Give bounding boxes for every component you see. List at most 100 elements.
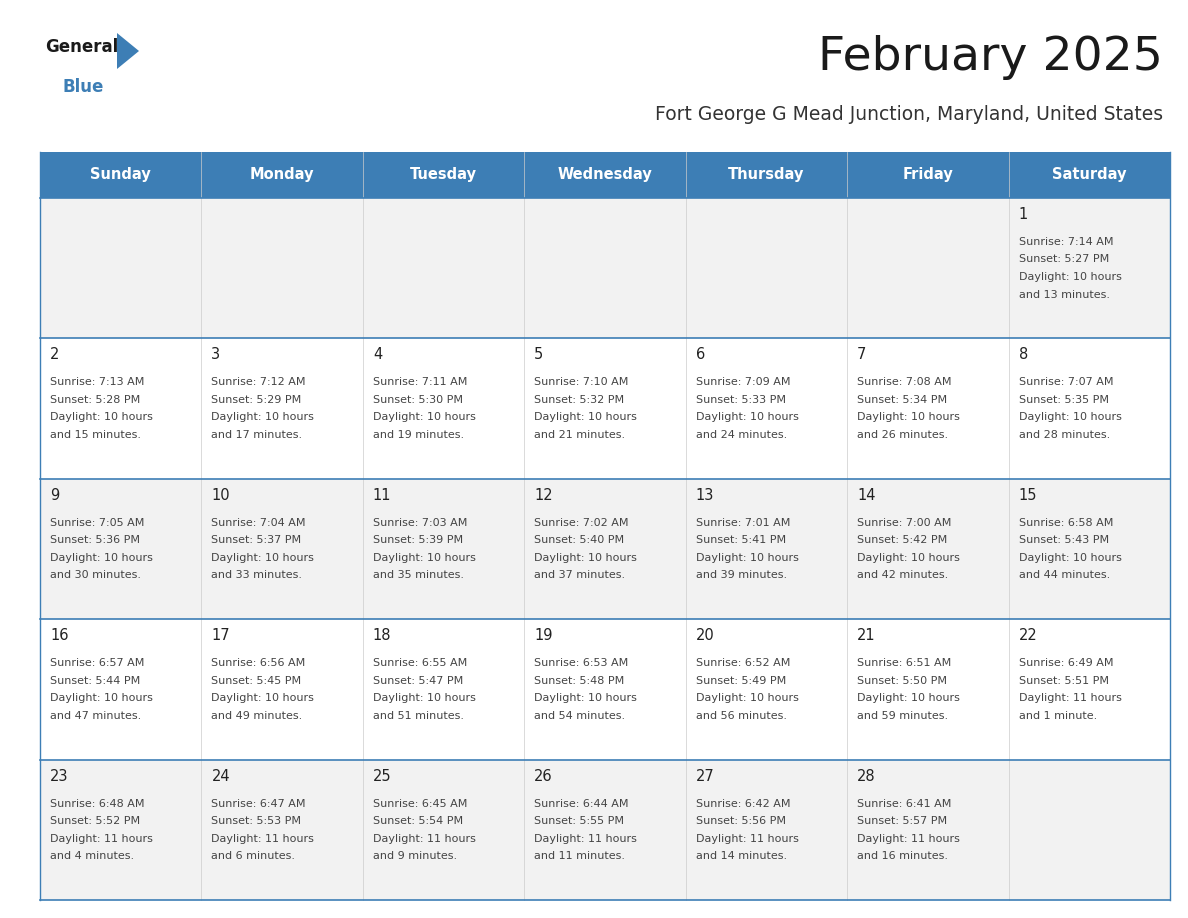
Text: Sunset: 5:42 PM: Sunset: 5:42 PM [858, 535, 947, 545]
Text: Daylight: 10 hours: Daylight: 10 hours [50, 553, 153, 563]
Text: Sunrise: 7:12 AM: Sunrise: 7:12 AM [211, 377, 307, 387]
Text: Daylight: 10 hours: Daylight: 10 hours [696, 412, 798, 422]
Bar [40, 339, 202, 479]
Text: Daylight: 10 hours: Daylight: 10 hours [535, 553, 637, 563]
Text: and 4 minutes.: and 4 minutes. [50, 851, 134, 861]
Text: Daylight: 10 hours: Daylight: 10 hours [535, 412, 637, 422]
Text: and 11 minutes.: and 11 minutes. [535, 851, 625, 861]
Text: Tuesday: Tuesday [410, 167, 478, 183]
Bar [202, 620, 362, 759]
Text: 4: 4 [373, 347, 383, 363]
Text: Sunset: 5:47 PM: Sunset: 5:47 PM [373, 676, 463, 686]
Text: Saturday: Saturday [1053, 167, 1126, 183]
Text: 20: 20 [696, 628, 714, 644]
Bar [1009, 198, 1170, 339]
Text: Daylight: 10 hours: Daylight: 10 hours [373, 412, 475, 422]
Text: 21: 21 [858, 628, 876, 644]
Text: Sunday: Sunday [90, 167, 151, 183]
Text: and 15 minutes.: and 15 minutes. [50, 430, 141, 440]
Bar [362, 339, 524, 479]
Text: 24: 24 [211, 768, 230, 784]
Text: Sunset: 5:55 PM: Sunset: 5:55 PM [535, 816, 624, 826]
Text: and 1 minute.: and 1 minute. [1018, 711, 1097, 721]
Text: 6: 6 [696, 347, 704, 363]
Text: Daylight: 10 hours: Daylight: 10 hours [858, 693, 960, 703]
Text: Daylight: 10 hours: Daylight: 10 hours [50, 412, 153, 422]
Text: Sunset: 5:27 PM: Sunset: 5:27 PM [1018, 254, 1108, 264]
Text: 5: 5 [535, 347, 544, 363]
Text: and 21 minutes.: and 21 minutes. [535, 430, 625, 440]
Text: Sunrise: 6:47 AM: Sunrise: 6:47 AM [211, 799, 307, 809]
Text: Daylight: 11 hours: Daylight: 11 hours [858, 834, 960, 844]
Bar [40, 759, 202, 900]
Text: Monday: Monday [249, 167, 315, 183]
Text: February 2025: February 2025 [819, 35, 1163, 80]
Text: Daylight: 10 hours: Daylight: 10 hours [373, 553, 475, 563]
Text: 3: 3 [211, 347, 221, 363]
Text: and 17 minutes.: and 17 minutes. [211, 430, 303, 440]
Bar [685, 152, 847, 198]
Text: and 6 minutes.: and 6 minutes. [211, 851, 296, 861]
Text: Sunset: 5:43 PM: Sunset: 5:43 PM [1018, 535, 1108, 545]
Text: Daylight: 11 hours: Daylight: 11 hours [696, 834, 798, 844]
Text: Thursday: Thursday [728, 167, 804, 183]
Bar [847, 759, 1009, 900]
Text: Sunset: 5:52 PM: Sunset: 5:52 PM [50, 816, 140, 826]
Text: Sunset: 5:29 PM: Sunset: 5:29 PM [211, 395, 302, 405]
Text: Sunrise: 7:03 AM: Sunrise: 7:03 AM [373, 518, 467, 528]
Text: 18: 18 [373, 628, 391, 644]
Bar [847, 152, 1009, 198]
Text: 14: 14 [858, 487, 876, 503]
Text: Sunrise: 7:13 AM: Sunrise: 7:13 AM [50, 377, 145, 387]
Bar [1009, 152, 1170, 198]
Text: Sunrise: 6:53 AM: Sunrise: 6:53 AM [535, 658, 628, 668]
Bar [202, 152, 362, 198]
Bar [362, 198, 524, 339]
Text: Daylight: 10 hours: Daylight: 10 hours [211, 412, 315, 422]
Text: and 26 minutes.: and 26 minutes. [858, 430, 948, 440]
Text: Sunset: 5:34 PM: Sunset: 5:34 PM [858, 395, 947, 405]
Text: Daylight: 11 hours: Daylight: 11 hours [373, 834, 475, 844]
Text: Sunset: 5:57 PM: Sunset: 5:57 PM [858, 816, 947, 826]
Text: Sunset: 5:32 PM: Sunset: 5:32 PM [535, 395, 625, 405]
Text: Sunset: 5:41 PM: Sunset: 5:41 PM [696, 535, 785, 545]
Bar [40, 479, 202, 620]
Text: Sunrise: 7:00 AM: Sunrise: 7:00 AM [858, 518, 952, 528]
Text: and 47 minutes.: and 47 minutes. [50, 711, 141, 721]
Text: 7: 7 [858, 347, 866, 363]
Text: Sunrise: 7:14 AM: Sunrise: 7:14 AM [1018, 237, 1113, 247]
Text: and 54 minutes.: and 54 minutes. [535, 711, 625, 721]
Text: Sunrise: 7:01 AM: Sunrise: 7:01 AM [696, 518, 790, 528]
Text: 13: 13 [696, 487, 714, 503]
Text: Sunrise: 6:55 AM: Sunrise: 6:55 AM [373, 658, 467, 668]
Bar [524, 620, 685, 759]
Text: Sunrise: 6:49 AM: Sunrise: 6:49 AM [1018, 658, 1113, 668]
Text: Sunrise: 7:11 AM: Sunrise: 7:11 AM [373, 377, 467, 387]
Bar [362, 152, 524, 198]
Bar [847, 479, 1009, 620]
Text: 8: 8 [1018, 347, 1028, 363]
Bar [40, 198, 202, 339]
Text: and 9 minutes.: and 9 minutes. [373, 851, 457, 861]
Text: 16: 16 [50, 628, 69, 644]
Text: Sunrise: 7:07 AM: Sunrise: 7:07 AM [1018, 377, 1113, 387]
Text: Daylight: 10 hours: Daylight: 10 hours [1018, 272, 1121, 282]
Text: Sunrise: 6:42 AM: Sunrise: 6:42 AM [696, 799, 790, 809]
Text: and 35 minutes.: and 35 minutes. [373, 570, 463, 580]
Bar [40, 620, 202, 759]
Text: Friday: Friday [903, 167, 953, 183]
Text: 12: 12 [535, 487, 552, 503]
Text: Sunset: 5:53 PM: Sunset: 5:53 PM [211, 816, 302, 826]
Text: 28: 28 [858, 768, 876, 784]
Bar [362, 759, 524, 900]
Text: and 56 minutes.: and 56 minutes. [696, 711, 786, 721]
Text: 2: 2 [50, 347, 59, 363]
Bar [524, 759, 685, 900]
Text: Daylight: 10 hours: Daylight: 10 hours [373, 693, 475, 703]
Text: Sunrise: 6:48 AM: Sunrise: 6:48 AM [50, 799, 145, 809]
Text: Sunset: 5:40 PM: Sunset: 5:40 PM [535, 535, 625, 545]
Text: and 16 minutes.: and 16 minutes. [858, 851, 948, 861]
Text: Sunset: 5:28 PM: Sunset: 5:28 PM [50, 395, 140, 405]
Text: General: General [45, 38, 119, 56]
Text: Daylight: 10 hours: Daylight: 10 hours [211, 553, 315, 563]
